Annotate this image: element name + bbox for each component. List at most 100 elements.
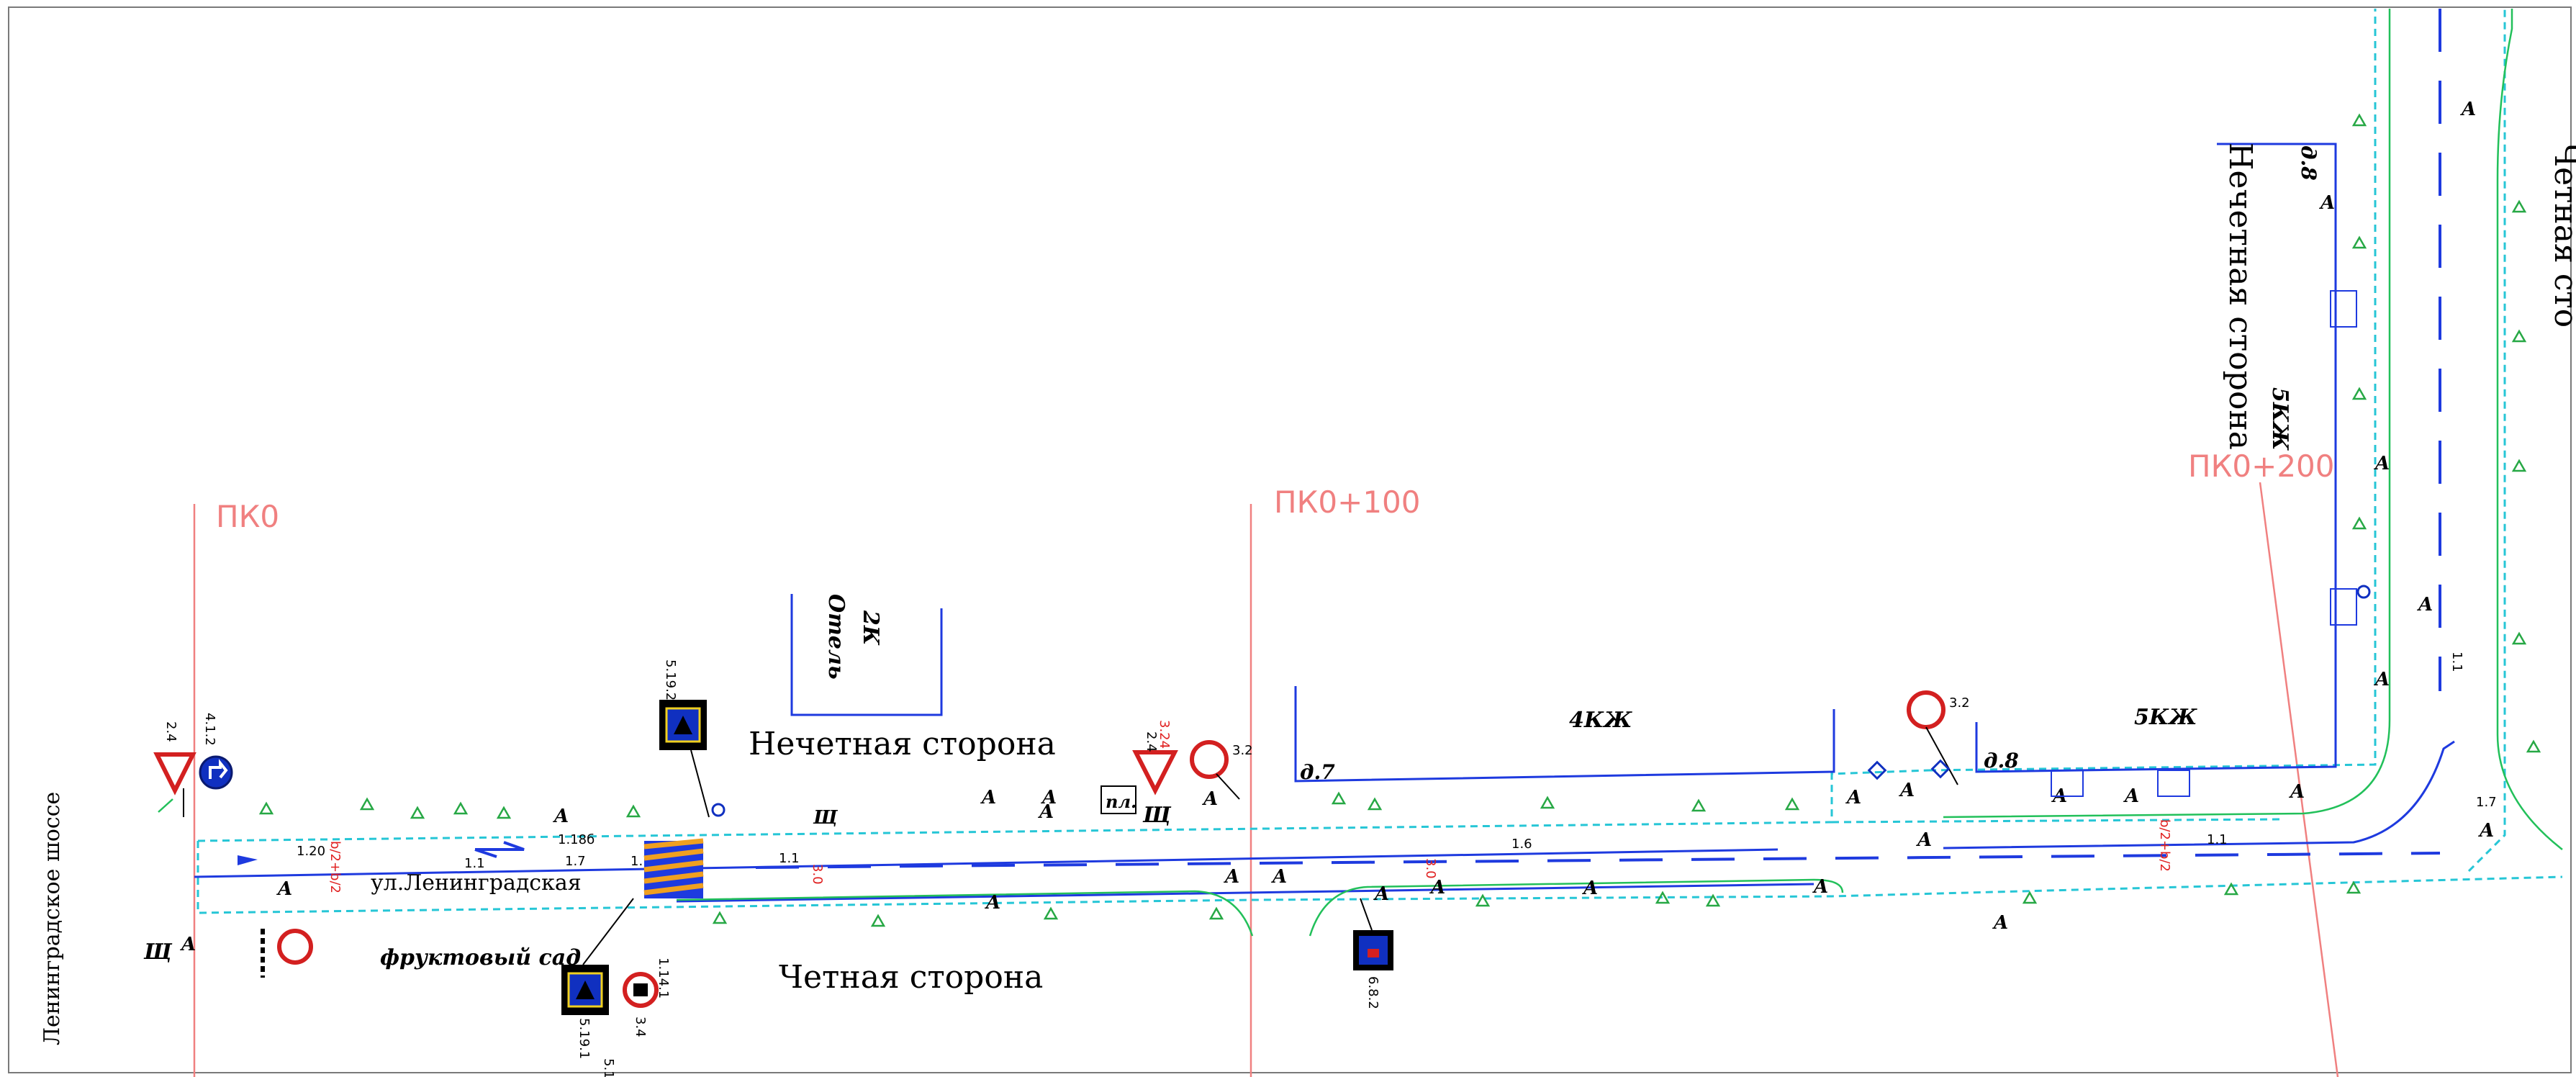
curbs [158, 9, 2563, 937]
picket-pk200: ПК0+200 [2188, 449, 2334, 484]
highway-label: Ленинградское шоссе [40, 792, 65, 1045]
sign-3-2-b: 3.2 [1907, 690, 1970, 785]
dead-end-icon [1368, 949, 1379, 957]
marking-1-1-c: 1.1 [779, 851, 800, 866]
svg-text:3.2: 3.2 [1232, 743, 1253, 758]
sign-3-4: 3.4 5.1 [601, 972, 659, 1077]
svg-text:A: A [1037, 801, 1054, 823]
svg-text:A: A [1581, 878, 1598, 899]
svg-text:A: A [2373, 453, 2390, 474]
boundary-lines [196, 9, 2563, 914]
crosswalk [643, 838, 704, 898]
tree-symbols [258, 113, 2541, 927]
platform-box [1101, 785, 1136, 814]
svg-text:A: A [1812, 876, 1828, 898]
shield-a: Щ [143, 939, 173, 965]
picket-pk0: ПК0 [216, 499, 279, 534]
svg-text:A: A [1040, 787, 1057, 808]
odd-side-label: Нечетная сторона [749, 726, 1056, 762]
marking-1-18: 1.18б [558, 832, 595, 847]
street-label: ул.Ленинградская [371, 870, 582, 896]
svg-text:A: A [2373, 669, 2390, 690]
width-c: 3.0 [1423, 858, 1438, 879]
house-7: д.7 [1300, 760, 1335, 784]
axis-1-5 [755, 852, 2441, 869]
hotel-label: Отель [823, 594, 849, 680]
marking-1-7-b: 1.7 [2476, 795, 2497, 810]
svg-text:A: A [552, 806, 569, 827]
house-8-b: д.8 [2297, 145, 2320, 181]
svg-text:A: A [1201, 788, 1218, 810]
svg-text:A: A [2459, 99, 2476, 120]
svg-text:5.19.2: 5.19.2 [663, 659, 678, 700]
marking-1-1-e: 1.1 [2449, 652, 2464, 672]
svg-text:A: A [1429, 877, 1445, 898]
sign-5-19-2: 5.19.2 [659, 659, 710, 818]
sign-3-2-a: 3.2 [1190, 740, 1253, 800]
entrance-symbols [2051, 290, 2357, 797]
svg-text:5.1: 5.1 [601, 1058, 616, 1077]
marking-1-1-d: 1.1 [2207, 832, 2228, 847]
svg-text:A: A [276, 878, 292, 900]
pedestrian-icon [576, 981, 595, 999]
platform-label: пл. [1106, 791, 1136, 812]
sign-2-4-a: 2.4 4.1.2 [153, 713, 233, 817]
svg-text:A: A [1270, 866, 1287, 888]
svg-text:A: A [2123, 785, 2139, 807]
odd-side-right-label: Нечетная сторона [2222, 143, 2259, 450]
svg-text:3.24: 3.24 [1157, 720, 1172, 749]
svg-text:2.4: 2.4 [163, 721, 178, 742]
marking-1-20: 1.20 [297, 844, 325, 859]
picket-pk100: ПК0+100 [1274, 485, 1420, 520]
width-b: 3.0 [810, 864, 825, 885]
width-labels: b/2+b/2 3.0 3.0 b/2+b/2 [327, 819, 2172, 893]
svg-text:3.4: 3.4 [633, 1017, 648, 1037]
shield-c: Щ [1142, 803, 1172, 828]
svg-text:A: A [984, 892, 1000, 914]
direction-arrow-icon [474, 841, 525, 858]
shield-b: Щ [813, 807, 839, 829]
svg-text:5.19.1: 5.19.1 [577, 1018, 592, 1059]
svg-text:3.2: 3.2 [1949, 695, 1970, 711]
hotel-floors: 2К [858, 610, 883, 646]
house-8-a: д.8 [1984, 749, 2019, 772]
marking-1-7-a: 1.7 [565, 854, 586, 869]
building-4kzh: 4КЖ [1569, 708, 1632, 733]
svg-text:A: A [2477, 820, 2494, 842]
direction-triangle-icon [238, 855, 258, 865]
svg-text:A: A [1898, 780, 1915, 801]
sign-2-4-b: 2.4 3.24 [1132, 720, 1178, 796]
drawing-frame [8, 6, 2572, 1073]
orchard-label: фруктовый сад [380, 945, 581, 970]
truck-icon [633, 983, 648, 996]
svg-text:4.1.2: 4.1.2 [202, 713, 217, 746]
svg-text:A: A [1992, 912, 2008, 934]
arrow-right-icon [209, 759, 228, 779]
svg-text:A: A [1845, 787, 1861, 808]
svg-text:A: A [980, 787, 996, 808]
road-edges [194, 143, 2455, 903]
utility-markers [711, 585, 2371, 817]
even-side-label: Четная сторона [779, 959, 1043, 996]
svg-text:A: A [2318, 192, 2335, 214]
pedestrian-icon [674, 716, 692, 734]
picket-lines [193, 482, 2339, 1077]
svg-text:6.8.2: 6.8.2 [1365, 976, 1380, 1009]
width-a: b/2+b/2 [327, 841, 343, 893]
even-side-right-fragment: Четная сто [2547, 143, 2576, 328]
svg-text:A: A [1373, 883, 1389, 905]
marking-1-14: 1.14.1 [656, 957, 671, 999]
width-d: b/2+b/2 [2157, 819, 2172, 872]
sign-no-entry-left [261, 929, 313, 978]
svg-text:A: A [179, 934, 196, 955]
marking-1-6: 1.6 [1511, 837, 1532, 852]
svg-text:A: A [1223, 866, 1239, 888]
svg-text:A: A [2416, 594, 2433, 616]
building-5kzh-b: 5КЖ [2267, 387, 2292, 451]
building-5kzh-a: 5КЖ [2134, 705, 2197, 730]
marking-1-1-a: 1.1 [464, 856, 485, 871]
svg-text:A: A [1915, 829, 1932, 851]
svg-text:2.4: 2.4 [1144, 731, 1159, 752]
